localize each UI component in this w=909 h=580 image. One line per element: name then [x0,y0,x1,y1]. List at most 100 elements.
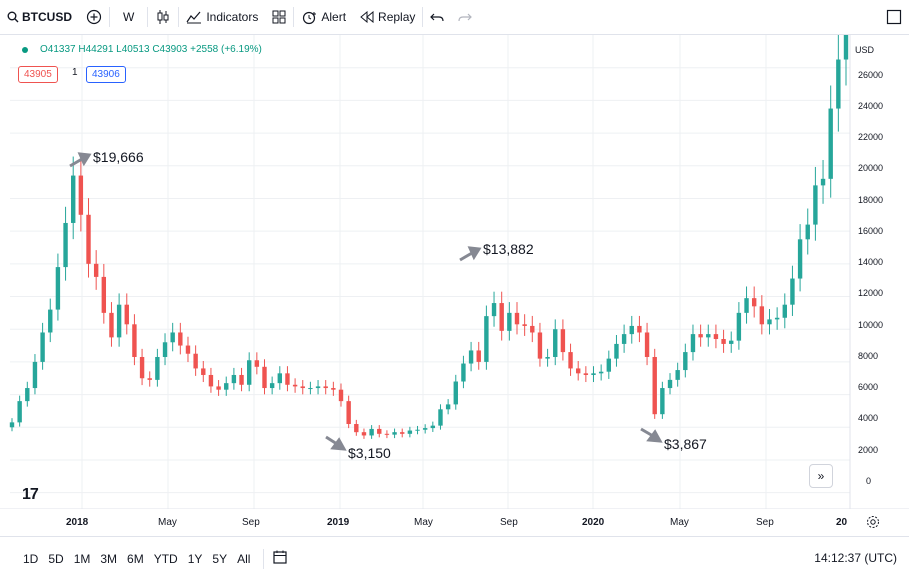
candle-down [139,356,145,379]
candle-up [790,278,795,305]
candle-up [805,224,810,240]
price-label: 6000 [858,382,879,392]
candle-down [262,366,267,389]
candle-up [277,373,282,384]
candle-up [828,108,833,179]
rewind-icon [360,11,374,23]
sell-price-box[interactable]: 43905 [18,66,58,83]
compare-button[interactable] [79,0,109,34]
market-status-dot [22,46,28,53]
price-label: 8000 [858,351,879,361]
chart-settings-button[interactable] [866,515,880,534]
top-toolbar: BTCUSD W Indicators Alert Replay [0,0,909,35]
candle-down [583,373,589,375]
candle-down [285,373,290,385]
double-chevron-right-icon: » [817,469,825,483]
price-label: 24000 [858,101,884,111]
alert-button[interactable]: Alert [294,0,353,34]
timeframe-5d[interactable]: 5D [48,551,64,566]
chart-area[interactable]: USD 26000 24000 22000 20000 18000 16000 … [0,35,909,509]
candle-down [361,432,367,436]
candle-up [729,340,734,344]
redo-icon [458,13,473,22]
candle-up [507,312,512,331]
candle-up [17,401,22,423]
candle-down [698,334,703,338]
timeframe-ytd[interactable]: YTD [153,551,178,566]
price-label: 2000 [858,445,879,455]
candle-up [468,350,474,364]
annotation-peak-2019: $13,882 [483,241,534,257]
redo-button[interactable] [451,0,479,34]
timeframe-1y[interactable]: 1Y [187,551,203,566]
ohlc-legend: O41337 H44291 L40513 C43903 +2558 (+6.19… [22,44,262,55]
scroll-to-realtime-button[interactable]: » [809,464,833,488]
fullscreen-button[interactable] [879,0,909,34]
search-icon [7,11,19,23]
timeframe-1d[interactable]: 1D [23,551,39,566]
symbol-search[interactable]: BTCUSD [0,0,79,34]
indicators-button[interactable]: Indicators [179,0,265,34]
interval-button[interactable]: W [110,0,147,34]
candle-down [377,428,382,434]
candle-up [667,379,673,389]
candlestick-series [9,35,849,439]
candle-down [323,386,328,389]
time-label: May [414,517,433,528]
candle-down [193,353,198,369]
candle-down [300,386,305,389]
candle-down [93,263,99,277]
undo-icon [430,13,445,22]
timeframe-6m[interactable]: 6M [127,551,144,566]
price-label: 10000 [858,320,884,330]
candle-up [415,429,420,431]
candle-down [346,401,351,425]
candle-up [438,409,443,426]
price-label: 4000 [858,413,879,423]
candle-up [32,361,38,389]
fullscreen-icon [886,9,902,25]
candle-down [568,352,573,369]
toolbar-divider [178,7,180,27]
candle-down [637,325,642,333]
timeframe-5y[interactable]: 5Y [212,551,228,566]
price-chart[interactable] [0,35,909,509]
candle-up [246,360,252,385]
buy-price-box[interactable]: 43906 [86,66,126,83]
toolbar-divider [293,7,295,27]
candle-up [614,343,619,359]
layout-button[interactable] [265,0,293,34]
candle-down [476,350,481,362]
time-label: Sep [242,517,260,528]
candle-up [453,381,458,405]
candle-down [759,306,765,325]
price-label: 14000 [858,257,884,267]
candle-up [71,175,76,223]
toolbar-divider [147,7,149,27]
replay-button[interactable]: Replay [353,0,422,34]
bottom-toolbar: 1D 5D 1M 3M 6M YTD 1Y 5Y All 14:12:37 (U… [0,536,909,580]
candle-up [315,386,321,389]
undo-button[interactable] [423,0,451,34]
candle-up [767,319,772,325]
candle-down [537,332,543,359]
candle-down [652,356,657,415]
toolbar-divider [422,7,424,27]
timeframe-all[interactable]: All [237,551,251,566]
candle-up [430,425,436,429]
go-to-date-button[interactable] [272,549,288,568]
time-label: 2018 [66,517,89,528]
tradingview-logo[interactable]: 17 [22,486,39,503]
timeframe-1m[interactable]: 1M [73,551,91,566]
currency-label[interactable]: USD [855,45,875,55]
candle-up [706,334,711,338]
annotation-low-2020: $3,867 [664,436,707,452]
candle-down [713,334,719,340]
candle-up [836,59,841,109]
timeframe-3m[interactable]: 3M [100,551,118,566]
candle-up [553,329,558,357]
indicators-label: Indicators [206,10,259,24]
chart-type-button[interactable] [148,0,178,34]
candle-up [407,430,413,434]
utc-clock[interactable]: 14:12:37 (UTC) [814,551,897,565]
